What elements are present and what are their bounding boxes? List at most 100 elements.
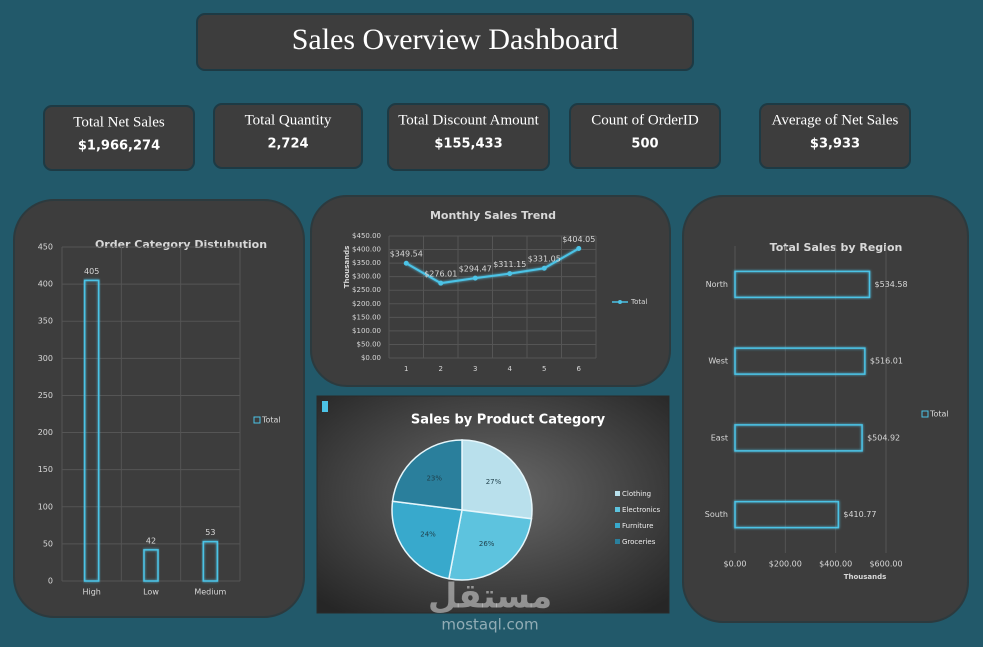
- y-tick-label: North: [706, 280, 728, 289]
- marker: [472, 275, 478, 281]
- y-tick-label: $250.00: [352, 286, 381, 294]
- legend-swatch: [615, 491, 620, 496]
- data-label: 27%: [486, 478, 502, 486]
- data-label: 405: [84, 267, 99, 276]
- marker: [576, 245, 582, 251]
- legend-label: Total: [630, 298, 647, 306]
- kpi-card: [387, 103, 550, 171]
- kpi-card: [43, 105, 195, 171]
- line: [405, 247, 580, 285]
- y-tick-label: $450.00: [352, 232, 381, 240]
- data-label: 24%: [420, 531, 436, 539]
- x-tick-label: $400.00: [819, 560, 852, 569]
- bar: [83, 279, 100, 582]
- marker: [438, 280, 444, 286]
- legend-label: Electronics: [622, 506, 661, 514]
- data-label: $534.58: [875, 280, 908, 289]
- y-tick-label: $350.00: [352, 259, 381, 267]
- y-tick-label: $50.00: [357, 340, 382, 348]
- data-label: $516.01: [870, 357, 903, 366]
- legend-marker: [618, 300, 622, 304]
- data-label: 42: [146, 536, 156, 545]
- data-label: $504.92: [867, 433, 900, 442]
- legend-label: Total: [929, 410, 949, 419]
- y-tick-label: 200: [38, 428, 53, 437]
- panel: [310, 195, 671, 387]
- kpi-label: Total Discount Amount: [398, 112, 539, 128]
- y-tick-label: 300: [38, 354, 53, 363]
- y-axis-label: Thousands: [343, 246, 351, 289]
- y-tick-label: 350: [38, 317, 53, 326]
- y-tick-label: 400: [38, 280, 53, 289]
- legend-swatch: [253, 416, 261, 424]
- legend-swatch: [615, 539, 620, 544]
- y-tick-label: 450: [38, 243, 53, 252]
- x-tick-label: Medium: [194, 588, 226, 597]
- y-tick-label: East: [711, 433, 728, 442]
- pie-slice: [391, 500, 463, 580]
- y-tick-label: 50: [43, 539, 53, 548]
- kpi-card: [759, 103, 911, 169]
- y-tick-label: $150.00: [352, 313, 381, 321]
- legend-label: Furniture: [622, 522, 653, 530]
- y-tick-label: South: [705, 510, 728, 519]
- x-tick-label: Low: [143, 588, 159, 597]
- kpi-value: $3,933: [810, 137, 860, 152]
- x-tick-label: $200.00: [769, 560, 802, 569]
- data-label: 26%: [479, 540, 495, 548]
- legend-swatch: [615, 523, 620, 528]
- kpi-label: Average of Net Sales: [772, 112, 899, 128]
- chart-title: Order Category Distubution: [95, 238, 267, 251]
- y-tick-label: West: [708, 357, 728, 366]
- kpi-card: [213, 103, 363, 169]
- decoration: [322, 401, 328, 412]
- title-box: [196, 13, 694, 71]
- data-label: 23%: [426, 474, 442, 482]
- x-tick-label: 5: [542, 365, 546, 373]
- y-tick-label: 0: [48, 577, 53, 586]
- x-tick-label: $600.00: [869, 560, 902, 569]
- data-label: $276.01: [424, 270, 457, 279]
- bar: [734, 347, 866, 375]
- data-label: $294.47: [459, 265, 492, 274]
- data-label: $311.15: [493, 260, 526, 269]
- x-axis-label: Thousands: [844, 573, 887, 581]
- watermark-site: mostaql.com: [441, 616, 538, 634]
- data-label: $349.54: [390, 250, 423, 259]
- kpi-value: 500: [631, 137, 658, 152]
- data-label: $410.77: [843, 510, 876, 519]
- pie-slice: [461, 439, 533, 520]
- legend-swatch: [615, 507, 620, 512]
- dashboard-title: Sales Overview Dashboard: [292, 23, 619, 56]
- y-tick-label: $400.00: [352, 246, 381, 254]
- y-tick-label: $0.00: [361, 354, 381, 362]
- kpi-card: [569, 103, 721, 169]
- bar: [734, 424, 863, 452]
- bar: [734, 270, 871, 299]
- data-label: 53: [205, 528, 215, 537]
- y-tick-label: 250: [38, 391, 53, 400]
- chart-title: Monthly Sales Trend: [430, 209, 556, 222]
- legend-label: Total: [261, 416, 281, 425]
- kpi-value: $155,433: [434, 137, 502, 152]
- watermark-logo: مستقل: [428, 577, 552, 617]
- kpi-value: 2,724: [267, 137, 308, 152]
- data-label: $404.05: [562, 235, 595, 244]
- x-tick-label: $0.00: [724, 560, 747, 569]
- panel: [682, 195, 969, 623]
- marker: [507, 271, 513, 277]
- charts: Order Category Distubution05010015020025…: [38, 209, 949, 597]
- y-tick-label: $300.00: [352, 273, 381, 281]
- marker: [541, 265, 547, 271]
- x-tick-label: 3: [473, 365, 477, 373]
- y-tick-label: $100.00: [352, 327, 381, 335]
- chart-title: Sales by Product Category: [411, 413, 606, 428]
- legend-label: Groceries: [622, 538, 656, 546]
- bar: [202, 540, 219, 582]
- legend-swatch: [921, 410, 929, 418]
- data-label: $331.05: [528, 255, 561, 264]
- marker: [403, 260, 409, 266]
- kpi-label: Count of OrderID: [591, 112, 699, 128]
- x-tick-label: 2: [439, 365, 443, 373]
- kpi-label: Total Quantity: [245, 112, 332, 128]
